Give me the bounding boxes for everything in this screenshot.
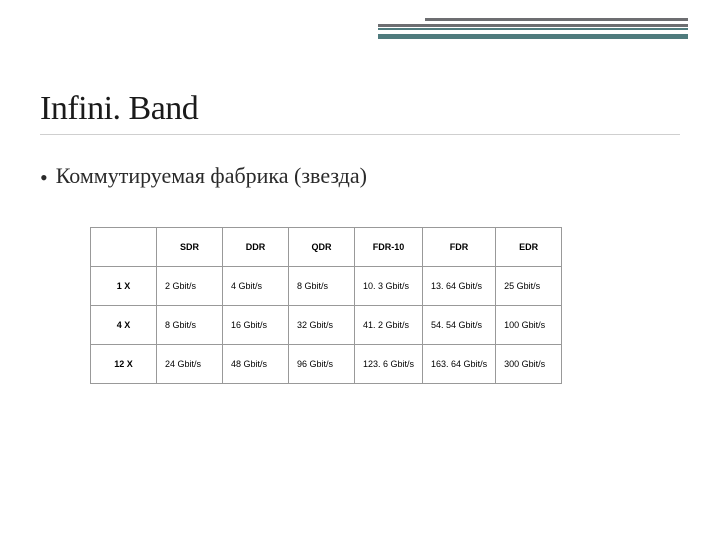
table-cell: 4 Gbit/s xyxy=(223,267,289,306)
bullet-dot-icon: • xyxy=(40,167,48,189)
table-cell: 25 Gbit/s xyxy=(496,267,562,306)
table-corner-cell xyxy=(91,228,157,267)
gray-bar-top xyxy=(425,18,689,21)
table-col-header: FDR-10 xyxy=(355,228,423,267)
bullet-text: Коммутируемая фабрика (звезда) xyxy=(56,163,367,189)
table-cell: 54. 54 Gbit/s xyxy=(423,306,496,345)
table-cell: 163. 64 Gbit/s xyxy=(423,345,496,384)
teal-line-thick xyxy=(378,34,688,39)
table-row-header: 1 X xyxy=(91,267,157,306)
table-cell: 32 Gbit/s xyxy=(289,306,355,345)
table-row-header: 4 X xyxy=(91,306,157,345)
table-cell: 96 Gbit/s xyxy=(289,345,355,384)
table-row-header: 12 X xyxy=(91,345,157,384)
rates-table: SDR DDR QDR FDR-10 FDR EDR 1 X 2 Gbit/s … xyxy=(90,227,562,384)
table-col-header: SDR xyxy=(157,228,223,267)
page-title: Infini. Band xyxy=(40,90,680,128)
table-row: 4 X 8 Gbit/s 16 Gbit/s 32 Gbit/s 41. 2 G… xyxy=(91,306,562,345)
table-row: 12 X 24 Gbit/s 48 Gbit/s 96 Gbit/s 123. … xyxy=(91,345,562,384)
table-cell: 48 Gbit/s xyxy=(223,345,289,384)
table-col-header: QDR xyxy=(289,228,355,267)
table-cell: 24 Gbit/s xyxy=(157,345,223,384)
table-row: 1 X 2 Gbit/s 4 Gbit/s 8 Gbit/s 10. 3 Gbi… xyxy=(91,267,562,306)
title-underline xyxy=(40,134,680,135)
table-col-header: FDR xyxy=(423,228,496,267)
table-cell: 2 Gbit/s xyxy=(157,267,223,306)
table-col-header: DDR xyxy=(223,228,289,267)
table-cell: 16 Gbit/s xyxy=(223,306,289,345)
table-cell: 10. 3 Gbit/s xyxy=(355,267,423,306)
bullet-line: • Коммутируемая фабрика (звезда) xyxy=(40,163,680,189)
table-col-header: EDR xyxy=(496,228,562,267)
table-cell: 13. 64 Gbit/s xyxy=(423,267,496,306)
table-cell: 8 Gbit/s xyxy=(289,267,355,306)
table-cell: 41. 2 Gbit/s xyxy=(355,306,423,345)
table-cell: 300 Gbit/s xyxy=(496,345,562,384)
gray-bar-bottom xyxy=(378,24,688,27)
table-cell: 123. 6 Gbit/s xyxy=(355,345,423,384)
slide-content: Infini. Band • Коммутируемая фабрика (зв… xyxy=(40,90,680,384)
teal-line-thin xyxy=(378,28,688,30)
table-cell: 8 Gbit/s xyxy=(157,306,223,345)
decorative-gray-bars xyxy=(378,18,688,27)
table-cell: 100 Gbit/s xyxy=(496,306,562,345)
decorative-teal-bars xyxy=(378,28,688,39)
table-header-row: SDR DDR QDR FDR-10 FDR EDR xyxy=(91,228,562,267)
